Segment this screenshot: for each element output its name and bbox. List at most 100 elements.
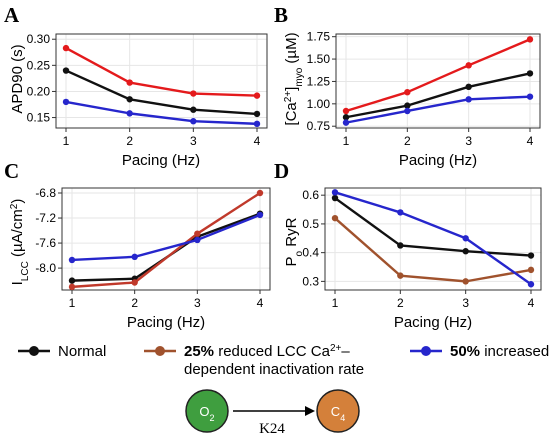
panel-a-series-1-point-1	[126, 79, 133, 86]
panel-a-series-0-point-1	[126, 96, 133, 103]
panel-c-series-1-point-2	[194, 230, 201, 237]
panel-c-xtick-label-3: 4	[257, 296, 264, 310]
panel-d-series-0-line	[334, 197, 532, 257]
panel-a: 0.15 0.20 0.25 0.30 1 2 3 4	[27, 32, 268, 148]
panel-d-xtick-label-2: 3	[462, 296, 469, 310]
panel-d-ylabel: Po RyR	[283, 217, 305, 266]
panel-d-series-0-point-0	[331, 194, 339, 202]
panel-a-series-0-point-3	[253, 110, 261, 118]
panel-c: -8.0 -7.6 -7.2 -6.8 1 2 3 4	[35, 186, 271, 310]
panel-c-xlabel: Pacing (Hz)	[127, 314, 205, 331]
legend-increased-label: 50% increased	[450, 343, 549, 360]
panel-c-ytick-label-2: -7.2	[35, 211, 56, 225]
panel-a-series-0-point-2	[190, 106, 197, 113]
panel-b: 0.75 1.00 1.25 1.50 1.75 1 2 3 4	[307, 30, 541, 148]
panel-d-series-1-point-1	[397, 272, 404, 279]
panel-b-series-0-point-2	[465, 83, 472, 91]
panel-c-series-1-point-1	[131, 279, 138, 286]
legend-normal-marker	[29, 346, 39, 356]
panel-c-xtick-label-0: 1	[69, 296, 76, 310]
panel-c-series-0-point-0	[68, 277, 76, 284]
panel-d-ylabel-main: P	[283, 256, 300, 266]
panel-d-series-1-point-0	[331, 214, 339, 222]
state-c4-node	[316, 389, 360, 433]
panel-b-series-1-line	[345, 38, 531, 113]
panel-a-ytick-label-0: 0.15	[27, 111, 51, 125]
panel-a-series-0-line	[65, 69, 258, 116]
panel-d: 0.3 0.4 0.5 0.6 1 2 3 4	[302, 187, 542, 310]
panel-b-series-1-point-1	[404, 88, 411, 96]
panel-c-series-1-line	[71, 191, 261, 289]
panel-a-series-1-point-2	[190, 90, 197, 97]
panel-a-series-1-line	[65, 47, 258, 97]
panel-d-series-1-line	[334, 217, 532, 283]
panel-a-xtick-label-2: 3	[190, 134, 197, 148]
panel-c-ylabel-sup: 2	[9, 203, 20, 209]
kinetic-scheme: O2 K24 C4	[185, 389, 360, 436]
panel-b-series-2-point-2	[465, 96, 472, 103]
transition-arrow-head	[305, 406, 315, 416]
panel-b-series-0-point-1	[404, 102, 411, 109]
panel-b-xtick-label-2: 3	[465, 134, 472, 148]
legend-reduced-label-line1: 25% reduced LCC Ca2+–	[184, 343, 350, 361]
panel-a-xtick-label-3: 4	[254, 134, 261, 148]
panel-a-xlabel: Pacing (Hz)	[122, 152, 200, 169]
panel-label-d: D	[274, 159, 289, 183]
legend: Normal 25% reduced LCC Ca2+– dependent i…	[18, 343, 549, 378]
panel-a-ylabel: APD90 (s)	[9, 44, 26, 113]
panel-d-xtick-label-0: 1	[332, 296, 339, 310]
panel-label-c: C	[4, 159, 19, 183]
panel-c-ytick-label-1: -7.6	[35, 236, 56, 250]
panel-d-series-2-point-0	[331, 189, 339, 196]
panel-c-ylabel: ILCC (µA/cm2)	[9, 199, 31, 286]
panel-c-ylabel-unit: (µA/cm	[9, 209, 26, 261]
legend-reduced-text1: reduced LCC Ca	[214, 343, 331, 360]
state-o2-sub: 2	[210, 413, 215, 423]
panel-b-ylabel-mid: ]	[283, 87, 300, 91]
panel-b-series-1-point-3	[526, 36, 534, 43]
panel-b-ylabel-sub: myo	[294, 67, 305, 86]
panel-c-ytick-label-3: -6.8	[35, 186, 56, 200]
panel-a-series-2-point-0	[62, 98, 70, 106]
panel-b-ytick-label-2: 1.25	[307, 74, 331, 88]
panel-a-ytick-label-3: 0.30	[27, 32, 51, 46]
state-o2-node	[185, 389, 229, 433]
panel-b-ytick-label-4: 1.75	[307, 30, 331, 44]
panel-c-series-0-line	[71, 212, 261, 282]
panel-b-series-2-point-3	[526, 93, 534, 100]
panel-c-series-1-point-0	[68, 283, 76, 291]
panel-b-series-2-line	[345, 95, 531, 124]
panel-d-series-0-point-1	[397, 242, 404, 249]
panel-b-ytick-label-1: 1.00	[307, 97, 331, 111]
state-o2-label: O2	[199, 404, 214, 423]
panel-b-ylabel: [Ca2+]myo (µM)	[283, 32, 305, 125]
panel-d-ylabel-unit: RyR	[283, 217, 300, 251]
panel-b-series-2-point-0	[342, 119, 350, 126]
panel-label-a: A	[4, 3, 20, 27]
legend-increased-bold: 50%	[450, 343, 480, 360]
panel-d-series-0-point-3	[527, 252, 535, 259]
panel-a-series-0-point-0	[62, 67, 70, 74]
state-c4-sub: 4	[340, 413, 345, 423]
legend-reduced-label-line2: dependent inactivation rate	[184, 361, 364, 378]
legend-reduced-marker	[155, 346, 165, 356]
panel-d-series-2-point-3	[527, 281, 535, 288]
panel-b-ylabel-sup: 2+	[283, 91, 294, 103]
panel-a-series-2-point-1	[126, 110, 133, 117]
panel-a-series-1-point-3	[253, 92, 261, 99]
panel-c-series-1-point-3	[256, 189, 264, 197]
panel-d-series-2-point-2	[462, 235, 469, 242]
panel-a-xtick-label-1: 2	[126, 134, 133, 148]
panel-c-ytick-label-0: -8.0	[35, 261, 56, 275]
legend-normal-label: Normal	[58, 343, 106, 360]
panel-b-ylabel-unit: (µM)	[283, 32, 300, 67]
panel-b-series-0-point-3	[526, 70, 534, 77]
panel-b-series-2-point-1	[404, 107, 411, 115]
panel-d-ytick-label-1: 0.4	[302, 246, 319, 260]
panel-c-series-2-point-2	[194, 236, 201, 244]
panel-d-xlabel: Pacing (Hz)	[394, 314, 472, 331]
panel-a-series-2-point-3	[253, 120, 261, 128]
panel-b-series-1-point-2	[465, 62, 472, 69]
panel-b-series-1-point-0	[342, 107, 350, 115]
